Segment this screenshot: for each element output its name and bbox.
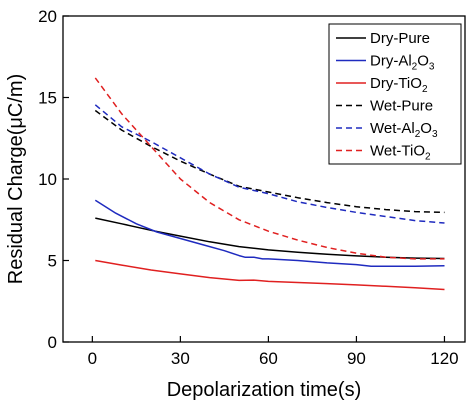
legend-label: Dry-Pure bbox=[370, 30, 430, 47]
x-axis-title: Depolarization time(s) bbox=[167, 379, 362, 401]
x-tick-label: 90 bbox=[347, 349, 366, 368]
series-line-dry-al2o3 bbox=[94, 199, 445, 267]
series-line-wet-tio2 bbox=[94, 77, 445, 260]
x-tick-label: 30 bbox=[171, 349, 190, 368]
series-line-wet-pure bbox=[94, 109, 445, 214]
legend-box bbox=[328, 23, 462, 165]
y-axis-title: Residual Charge(μC/m) bbox=[5, 74, 27, 284]
y-tick-label: 5 bbox=[48, 252, 57, 271]
legend-label: Wet-TiO2 bbox=[370, 143, 431, 163]
legend-label: Wet-Al2O3 bbox=[370, 120, 438, 140]
y-tick-label: 15 bbox=[38, 89, 57, 108]
legend-label: Dry-TiO2 bbox=[370, 75, 428, 95]
x-tick-label: 60 bbox=[259, 349, 278, 368]
series-line-dry-pure bbox=[95, 217, 445, 260]
x-tick-label: 0 bbox=[88, 349, 97, 368]
y-tick-label: 0 bbox=[48, 333, 57, 352]
y-tick-label: 20 bbox=[38, 7, 57, 26]
legend-label: Dry-Al2O3 bbox=[370, 53, 435, 73]
series-line-dry-tio2 bbox=[95, 259, 445, 291]
x-tick-label: 120 bbox=[430, 349, 458, 368]
legend-label: Wet-Pure bbox=[370, 98, 433, 115]
series-lines bbox=[94, 77, 445, 291]
axis-ticks: 0 30 60 90 120 0 5 10 15 20 bbox=[38, 7, 459, 368]
y-tick-label: 10 bbox=[38, 170, 57, 189]
